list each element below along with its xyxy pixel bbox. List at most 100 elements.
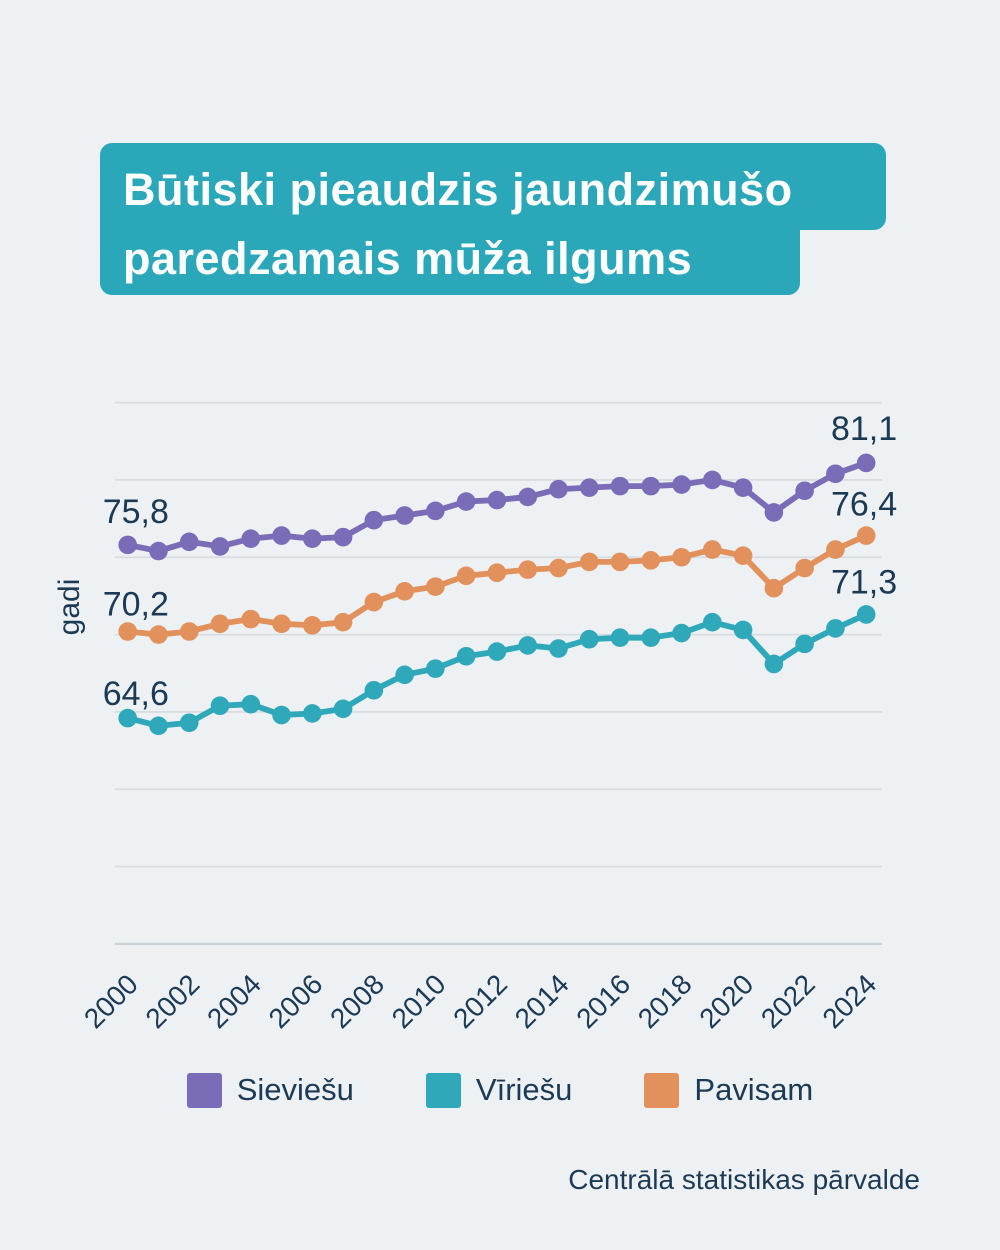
x-tick-label: 2008 bbox=[324, 968, 390, 1034]
series-line-total bbox=[124, 532, 870, 638]
data-point-total bbox=[426, 577, 445, 596]
x-tick-label: 2012 bbox=[447, 968, 513, 1034]
data-point-total bbox=[179, 622, 199, 641]
title-line-2: paredzamais mūža ilgums bbox=[100, 230, 800, 295]
data-point-women bbox=[241, 529, 261, 549]
data-point-women bbox=[672, 475, 691, 494]
data-point-total bbox=[733, 546, 753, 566]
x-tick-label: 2000 bbox=[78, 968, 144, 1034]
data-point-men bbox=[610, 628, 630, 647]
data-point-men bbox=[179, 713, 199, 733]
data-point-men bbox=[826, 619, 845, 638]
data-point-men bbox=[733, 620, 753, 640]
data-point-men bbox=[856, 605, 876, 624]
data-point-women bbox=[149, 541, 168, 561]
data-point-men bbox=[426, 659, 445, 678]
x-tick-label: 2018 bbox=[632, 968, 698, 1034]
data-point-women bbox=[426, 501, 445, 521]
legend-swatch-women bbox=[186, 1072, 222, 1108]
x-tick-label: 2020 bbox=[693, 968, 759, 1034]
data-point-men bbox=[549, 639, 568, 658]
data-point-total bbox=[149, 625, 168, 644]
data-point-men bbox=[118, 708, 137, 728]
title-line-1: Būtiski pieaudzis jaundzimušo bbox=[100, 143, 886, 230]
legend-swatch-total bbox=[644, 1072, 680, 1108]
data-point-total bbox=[641, 551, 661, 570]
data-point-men bbox=[333, 699, 353, 719]
data-point-total bbox=[118, 622, 137, 641]
data-point-men bbox=[672, 623, 691, 643]
value-annotation: 76,4 bbox=[831, 486, 897, 524]
data-point-total bbox=[303, 616, 322, 635]
value-annotation: 81,1 bbox=[831, 410, 897, 448]
data-point-women bbox=[518, 487, 538, 507]
y-axis-label: gadi bbox=[53, 578, 86, 636]
x-tick-label: 2002 bbox=[140, 968, 206, 1034]
data-point-total bbox=[487, 563, 507, 583]
value-annotation: 75,8 bbox=[103, 493, 169, 531]
value-annotation: 64,6 bbox=[103, 675, 169, 713]
data-point-total bbox=[272, 614, 291, 634]
legend-item-sievieshu: Sieviešu bbox=[186, 1072, 354, 1108]
data-point-men bbox=[764, 654, 784, 674]
data-point-total bbox=[579, 552, 599, 572]
data-point-women bbox=[333, 527, 353, 547]
data-point-women bbox=[179, 532, 199, 552]
data-point-women bbox=[456, 492, 476, 511]
data-point-men bbox=[456, 646, 476, 666]
data-point-total bbox=[856, 526, 876, 545]
data-point-women bbox=[641, 476, 661, 496]
data-point-total bbox=[703, 540, 722, 559]
data-point-women bbox=[856, 453, 876, 473]
x-tick-label: 2006 bbox=[263, 968, 329, 1034]
legend-swatch-men bbox=[425, 1072, 461, 1108]
data-point-men bbox=[210, 696, 230, 716]
data-point-women bbox=[703, 470, 722, 490]
data-point-total bbox=[826, 540, 845, 559]
data-point-women bbox=[826, 464, 845, 484]
legend-item-pavisam: Pavisam bbox=[644, 1072, 813, 1108]
source-attribution: Centrālā statistikas pārvalde bbox=[568, 1164, 920, 1195]
data-point-men bbox=[579, 629, 599, 649]
legend-label-women: Sieviešu bbox=[236, 1072, 354, 1107]
legend-item-viriesu: Vīriešu bbox=[425, 1072, 573, 1108]
data-point-men bbox=[641, 628, 661, 647]
x-tick-label: 2016 bbox=[570, 968, 636, 1034]
data-point-women bbox=[272, 526, 291, 545]
data-point-women bbox=[118, 535, 137, 555]
data-point-women bbox=[487, 490, 507, 510]
data-point-men bbox=[303, 704, 322, 723]
data-point-men bbox=[149, 716, 168, 736]
data-point-men bbox=[487, 642, 507, 661]
data-point-total bbox=[456, 566, 476, 586]
data-point-total bbox=[241, 609, 261, 629]
x-tick-label: 2014 bbox=[509, 968, 575, 1034]
data-point-men bbox=[795, 634, 814, 654]
data-point-total bbox=[395, 581, 414, 601]
data-point-total bbox=[210, 614, 230, 634]
data-point-men bbox=[241, 694, 261, 714]
legend-label-total: Pavisam bbox=[694, 1072, 814, 1107]
data-point-women bbox=[764, 503, 784, 522]
data-point-total bbox=[364, 592, 384, 612]
data-point-women bbox=[395, 506, 414, 525]
data-point-total bbox=[549, 558, 568, 578]
data-point-men bbox=[272, 705, 291, 725]
series-line-men bbox=[124, 611, 870, 729]
data-point-women bbox=[733, 478, 753, 497]
data-point-women bbox=[364, 510, 384, 530]
data-point-men bbox=[703, 612, 722, 632]
x-tick-label: 2010 bbox=[386, 968, 452, 1034]
data-point-men bbox=[364, 680, 384, 700]
x-tick-label: 2024 bbox=[816, 968, 882, 1034]
data-point-total bbox=[518, 560, 538, 579]
legend-label-men: Vīriešu bbox=[475, 1072, 573, 1107]
data-point-total bbox=[610, 552, 630, 572]
data-point-men bbox=[395, 665, 414, 685]
data-point-women bbox=[579, 478, 599, 497]
data-point-total bbox=[672, 547, 691, 567]
data-point-women bbox=[549, 479, 568, 499]
data-point-total bbox=[333, 612, 353, 632]
